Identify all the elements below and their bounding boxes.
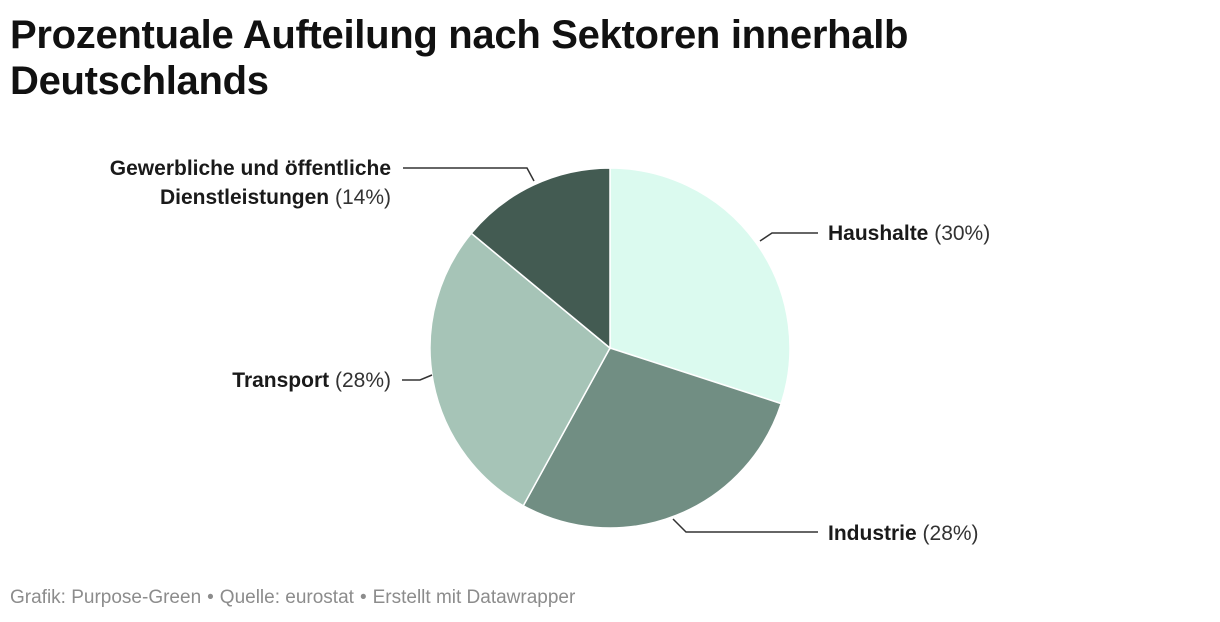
slice-label-name: Transport bbox=[232, 369, 329, 392]
label-leader-line bbox=[672, 518, 818, 533]
footer-tool: Erstellt mit Datawrapper bbox=[372, 587, 576, 608]
slice-label-name: Industrie bbox=[828, 522, 917, 545]
chart-title: Prozentuale Aufteilung nach Sektoren inn… bbox=[10, 13, 909, 103]
label-leader-line bbox=[759, 232, 818, 242]
slice-label-name: Gewerbliche und öffentliche bbox=[110, 157, 391, 180]
slice-label: Haushalte (30%) bbox=[828, 222, 990, 245]
footer-credit: Grafik: Purpose-Green bbox=[10, 587, 202, 608]
pie-slice bbox=[470, 167, 611, 350]
pie-slice bbox=[522, 347, 783, 529]
slice-label-percent: (14%) bbox=[329, 186, 391, 209]
slice-label-percent: (28%) bbox=[917, 522, 979, 545]
label-leader-line bbox=[403, 167, 535, 182]
slice-label-percent: (28%) bbox=[329, 369, 391, 392]
slice-label-name: Haushalte bbox=[828, 222, 928, 245]
slice-label: Transport (28%) bbox=[232, 369, 391, 392]
label-leader-line bbox=[402, 374, 433, 381]
slice-label-percent: (30%) bbox=[928, 222, 990, 245]
slice-label-name: Dienstleistungen bbox=[160, 186, 329, 209]
footer: Grafik: Purpose-Green • Quelle: eurostat • E… bbox=[10, 587, 575, 609]
footer-separator: • bbox=[359, 587, 367, 608]
slice-label: Gewerbliche und öffentliche bbox=[110, 157, 391, 180]
footer-source: Quelle: eurostat bbox=[219, 587, 354, 608]
slice-label: Dienstleistungen (14%) bbox=[160, 186, 391, 209]
pie-slice bbox=[609, 167, 791, 405]
slice-label: Industrie (28%) bbox=[828, 522, 979, 545]
pie-slice bbox=[429, 232, 611, 507]
footer-separator: • bbox=[207, 587, 214, 608]
